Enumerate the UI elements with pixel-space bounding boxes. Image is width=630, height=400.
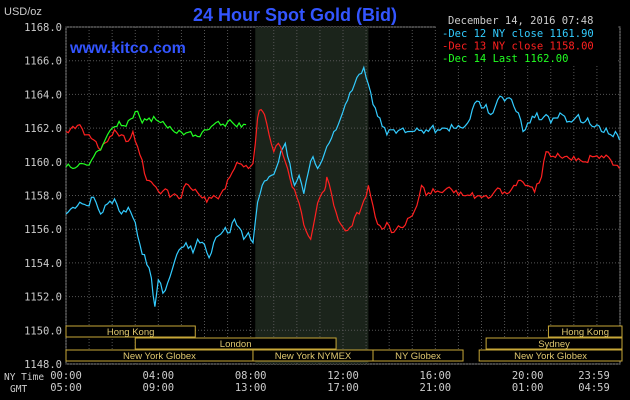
session-bar — [547, 325, 623, 338]
session-label: Sydney — [538, 339, 570, 350]
series-line — [65, 110, 247, 170]
session-bar — [485, 337, 623, 350]
y-tick-label: 1166.0 — [24, 56, 62, 68]
x-tick-label-gmt: 04:59 — [578, 382, 610, 394]
website-label: www.kitco.com — [69, 40, 186, 57]
legend-entry: -Dec 13 NY close 1158.00 — [442, 41, 594, 53]
gmt-label: GMT — [10, 384, 27, 395]
series-lines — [65, 65, 621, 307]
y-tick-label: 1164.0 — [24, 89, 62, 101]
x-tick-label-ny: 16:00 — [420, 370, 452, 382]
legend-box — [436, 26, 618, 66]
chart-title: 24 Hour Spot Gold (Bid) — [193, 5, 397, 25]
session-label: Hong Kong — [107, 327, 155, 338]
legend: -Dec 12 NY close 1161.90-Dec 13 NY close… — [436, 26, 618, 66]
session-bar — [65, 325, 196, 338]
y-tick-label: 1148.0 — [24, 359, 62, 371]
y-tick-label: 1154.0 — [24, 258, 62, 270]
session-label: NY Globex — [395, 351, 441, 362]
y-tick-label: 1162.0 — [24, 123, 62, 135]
x-tick-label-gmt: 05:00 — [50, 382, 82, 394]
y-tick-label: 1168.0 — [24, 22, 62, 34]
session-label: New York NYMEX — [275, 351, 352, 362]
session-bar — [478, 349, 623, 362]
x-tick-label-gmt: 21:00 — [420, 382, 452, 394]
session-label: London — [220, 339, 252, 350]
legend-entry: -Dec 14 Last 1162.00 — [442, 53, 568, 65]
y-tick-label: 1160.0 — [24, 157, 62, 169]
unit-label: USD/oz — [4, 6, 42, 18]
ny-time-label: NY Time — [4, 372, 44, 383]
session-bar — [134, 337, 337, 350]
series-line — [65, 108, 621, 241]
x-tick-label-gmt: 13:00 — [235, 382, 267, 394]
legend-entry: -Dec 12 NY close 1161.90 — [442, 28, 594, 40]
series-line — [65, 65, 621, 307]
x-tick-label-ny: 20:00 — [512, 370, 544, 382]
x-tick-label-ny: 04:00 — [143, 370, 175, 382]
x-tick-label-gmt: 09:00 — [143, 382, 175, 394]
chart-datetime: December 14, 2016 07:48 — [448, 15, 593, 27]
axes: 1148.0 1150.0 1152.0 1154.0 1156.0 1158.0 1160… — [24, 22, 610, 394]
x-tick-label-ny: 08:00 — [235, 370, 267, 382]
y-tick-label: 1158.0 — [24, 191, 62, 203]
x-tick-label-ny: 12:00 — [327, 370, 359, 382]
session-bar — [372, 349, 464, 362]
x-tick-label-gmt: 01:00 — [512, 382, 544, 394]
y-tick-label: 1150.0 — [24, 325, 62, 337]
x-tick-label-ny: 23:59 — [578, 370, 610, 382]
y-tick-label: 1152.0 — [24, 292, 62, 304]
session-label: New York Globex — [123, 351, 196, 362]
x-tick-label-ny: 00:00 — [50, 370, 82, 382]
session-label: Hong Kong — [561, 327, 609, 338]
y-tick-label: 1156.0 — [24, 224, 62, 236]
x-tick-label-gmt: 17:00 — [327, 382, 359, 394]
session-label: New York Globex — [514, 351, 587, 362]
